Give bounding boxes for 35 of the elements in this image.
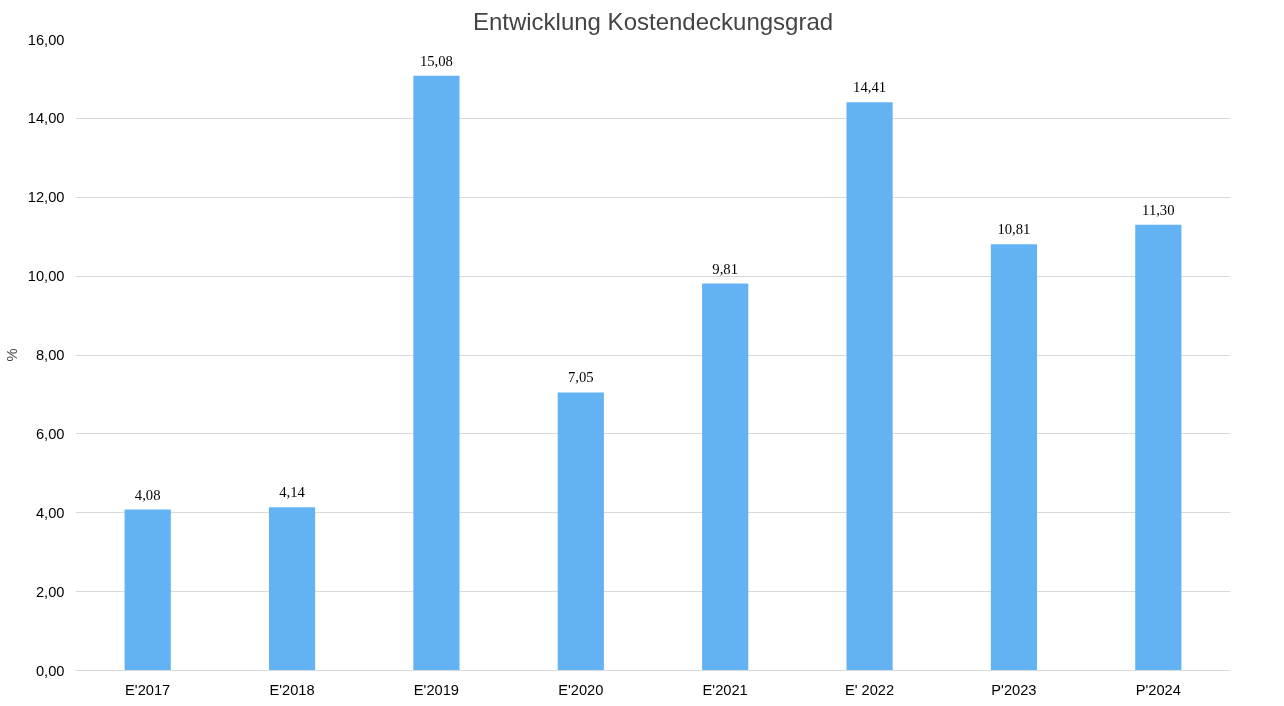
y-tick-label: 8,00 <box>35 347 65 363</box>
y-tick-label: 2,00 <box>35 583 65 600</box>
y-tick-label: 16,00 <box>27 31 65 48</box>
x-tick-label: E'2020 <box>558 681 604 698</box>
y-tick-label: 6,00 <box>35 425 65 442</box>
x-tick-label: P'2024 <box>1135 681 1181 698</box>
x-tick-label: E'2017 <box>125 681 171 698</box>
bar <box>846 102 893 671</box>
chart-title: Entwicklung Kostendeckungsgrad <box>472 7 834 35</box>
data-label: 9,81 <box>712 260 739 277</box>
y-tick-label: 10,00 <box>27 268 65 285</box>
x-tick-label: E'2019 <box>413 681 460 698</box>
y-axis-title: % <box>3 348 20 362</box>
x-tick-label: E' 2022 <box>844 681 895 698</box>
y-tick-label: 0,00 <box>35 662 65 679</box>
bar <box>990 244 1038 671</box>
data-label: 4,08 <box>134 486 161 503</box>
bar <box>124 509 171 671</box>
bar <box>268 507 316 671</box>
y-tick-label: 14,00 <box>27 110 65 127</box>
y-tick-label: 4,00 <box>35 504 65 521</box>
bar <box>557 392 604 671</box>
data-label: 11,30 <box>1142 201 1175 218</box>
x-tick-label: P'2023 <box>991 681 1037 698</box>
data-label: 7,05 <box>567 369 594 386</box>
bar <box>1135 224 1182 671</box>
x-tick-label: E'2018 <box>269 681 315 698</box>
y-tick-label: 12,00 <box>27 189 65 206</box>
bar <box>702 283 749 671</box>
data-label: 4,14 <box>279 484 306 501</box>
x-tick-label: E'2021 <box>702 681 748 698</box>
data-label: 10,81 <box>997 221 1031 238</box>
data-label: 15,08 <box>419 52 453 69</box>
bar <box>413 75 460 671</box>
data-label: 14,41 <box>853 79 887 96</box>
